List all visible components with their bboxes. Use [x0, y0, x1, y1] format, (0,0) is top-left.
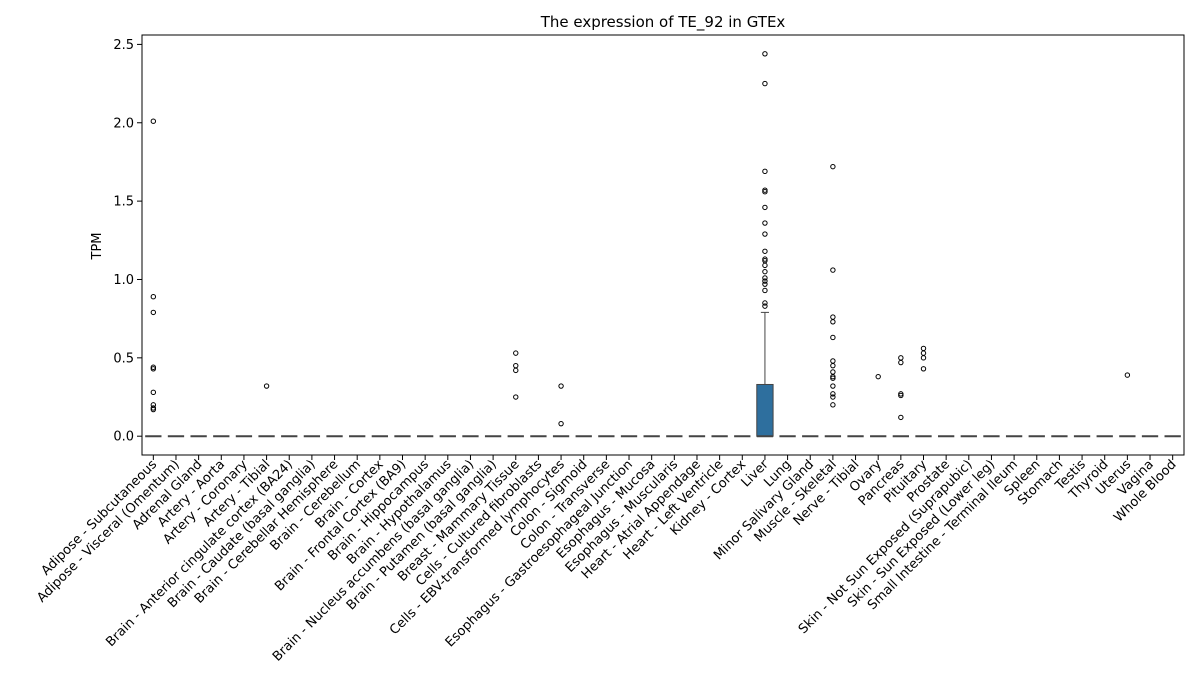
outlier-point	[898, 391, 904, 397]
outlier-point	[830, 314, 836, 320]
outlier-point	[920, 355, 927, 361]
outlier-point	[150, 366, 157, 372]
outlier-point	[558, 383, 564, 389]
outlier-point	[898, 355, 904, 361]
outlier-point	[830, 373, 836, 380]
outlier-point	[898, 414, 904, 421]
outlier-point	[1124, 372, 1131, 378]
plot-area-frame	[141, 34, 1185, 456]
y-tick-label: 1.5	[113, 195, 134, 210]
outlier-point	[762, 256, 768, 262]
outlier-point	[150, 405, 157, 411]
y-tick-label: 2.0	[113, 116, 134, 131]
outlier-point	[830, 402, 836, 408]
outlier-point	[762, 300, 768, 306]
outlier-point	[762, 231, 768, 237]
outlier-point	[150, 118, 157, 124]
outlier-point	[762, 281, 768, 287]
box-iqr	[756, 383, 774, 437]
outlier-point	[150, 364, 157, 370]
y-axis-label: TPM	[90, 233, 105, 261]
outlier-point	[830, 383, 836, 389]
outlier-point	[513, 394, 519, 400]
outlier-point	[762, 268, 768, 275]
outlier-point	[920, 366, 927, 372]
outlier-point	[830, 391, 836, 397]
outlier-point	[513, 362, 519, 369]
outlier-point	[875, 373, 881, 380]
outlier-point	[150, 294, 157, 300]
outlier-point	[830, 358, 836, 364]
outlier-series	[150, 51, 1131, 427]
outlier-point	[762, 287, 768, 294]
outlier-point	[762, 204, 768, 211]
y-tick-label: 0.0	[113, 430, 134, 445]
outlier-point	[513, 367, 519, 374]
outlier-point	[830, 369, 836, 375]
outlier-point	[920, 350, 927, 356]
outlier-point	[830, 163, 836, 170]
y-tick-label: 1.0	[113, 273, 134, 288]
outlier-point	[830, 334, 836, 341]
outlier-point	[762, 51, 768, 57]
outlier-point	[150, 389, 157, 396]
outlier-point	[898, 392, 904, 399]
outlier-point	[762, 303, 768, 309]
outlier-point	[762, 220, 768, 226]
y-axis-ticks: 0.0 0.5 1.0 1.5 2.0 2.5	[113, 38, 142, 445]
outlier-point	[762, 278, 768, 284]
outlier-point	[898, 359, 904, 366]
outlier-point	[830, 267, 836, 273]
outlier-point	[150, 406, 157, 413]
outlier-point	[558, 420, 564, 427]
y-tick-label: 2.5	[113, 38, 134, 53]
outlier-point	[762, 262, 768, 269]
outlier-point	[762, 187, 768, 193]
outlier-point	[830, 319, 836, 325]
outlier-point	[830, 394, 836, 400]
outlier-point	[830, 375, 836, 381]
outlier-point	[762, 168, 768, 175]
box-series	[145, 311, 1181, 438]
outlier-point	[150, 309, 157, 316]
outlier-point	[762, 248, 768, 254]
outlier-point	[762, 80, 768, 87]
outlier-point	[830, 362, 836, 369]
outlier-point	[920, 345, 927, 352]
outlier-point	[513, 350, 519, 356]
outlier-point	[263, 383, 270, 389]
outlier-point	[762, 275, 768, 281]
y-tick-label: 0.5	[113, 351, 134, 366]
outlier-point	[762, 189, 768, 195]
chart-title: The expression of TE_92 in GTEx	[540, 13, 786, 32]
